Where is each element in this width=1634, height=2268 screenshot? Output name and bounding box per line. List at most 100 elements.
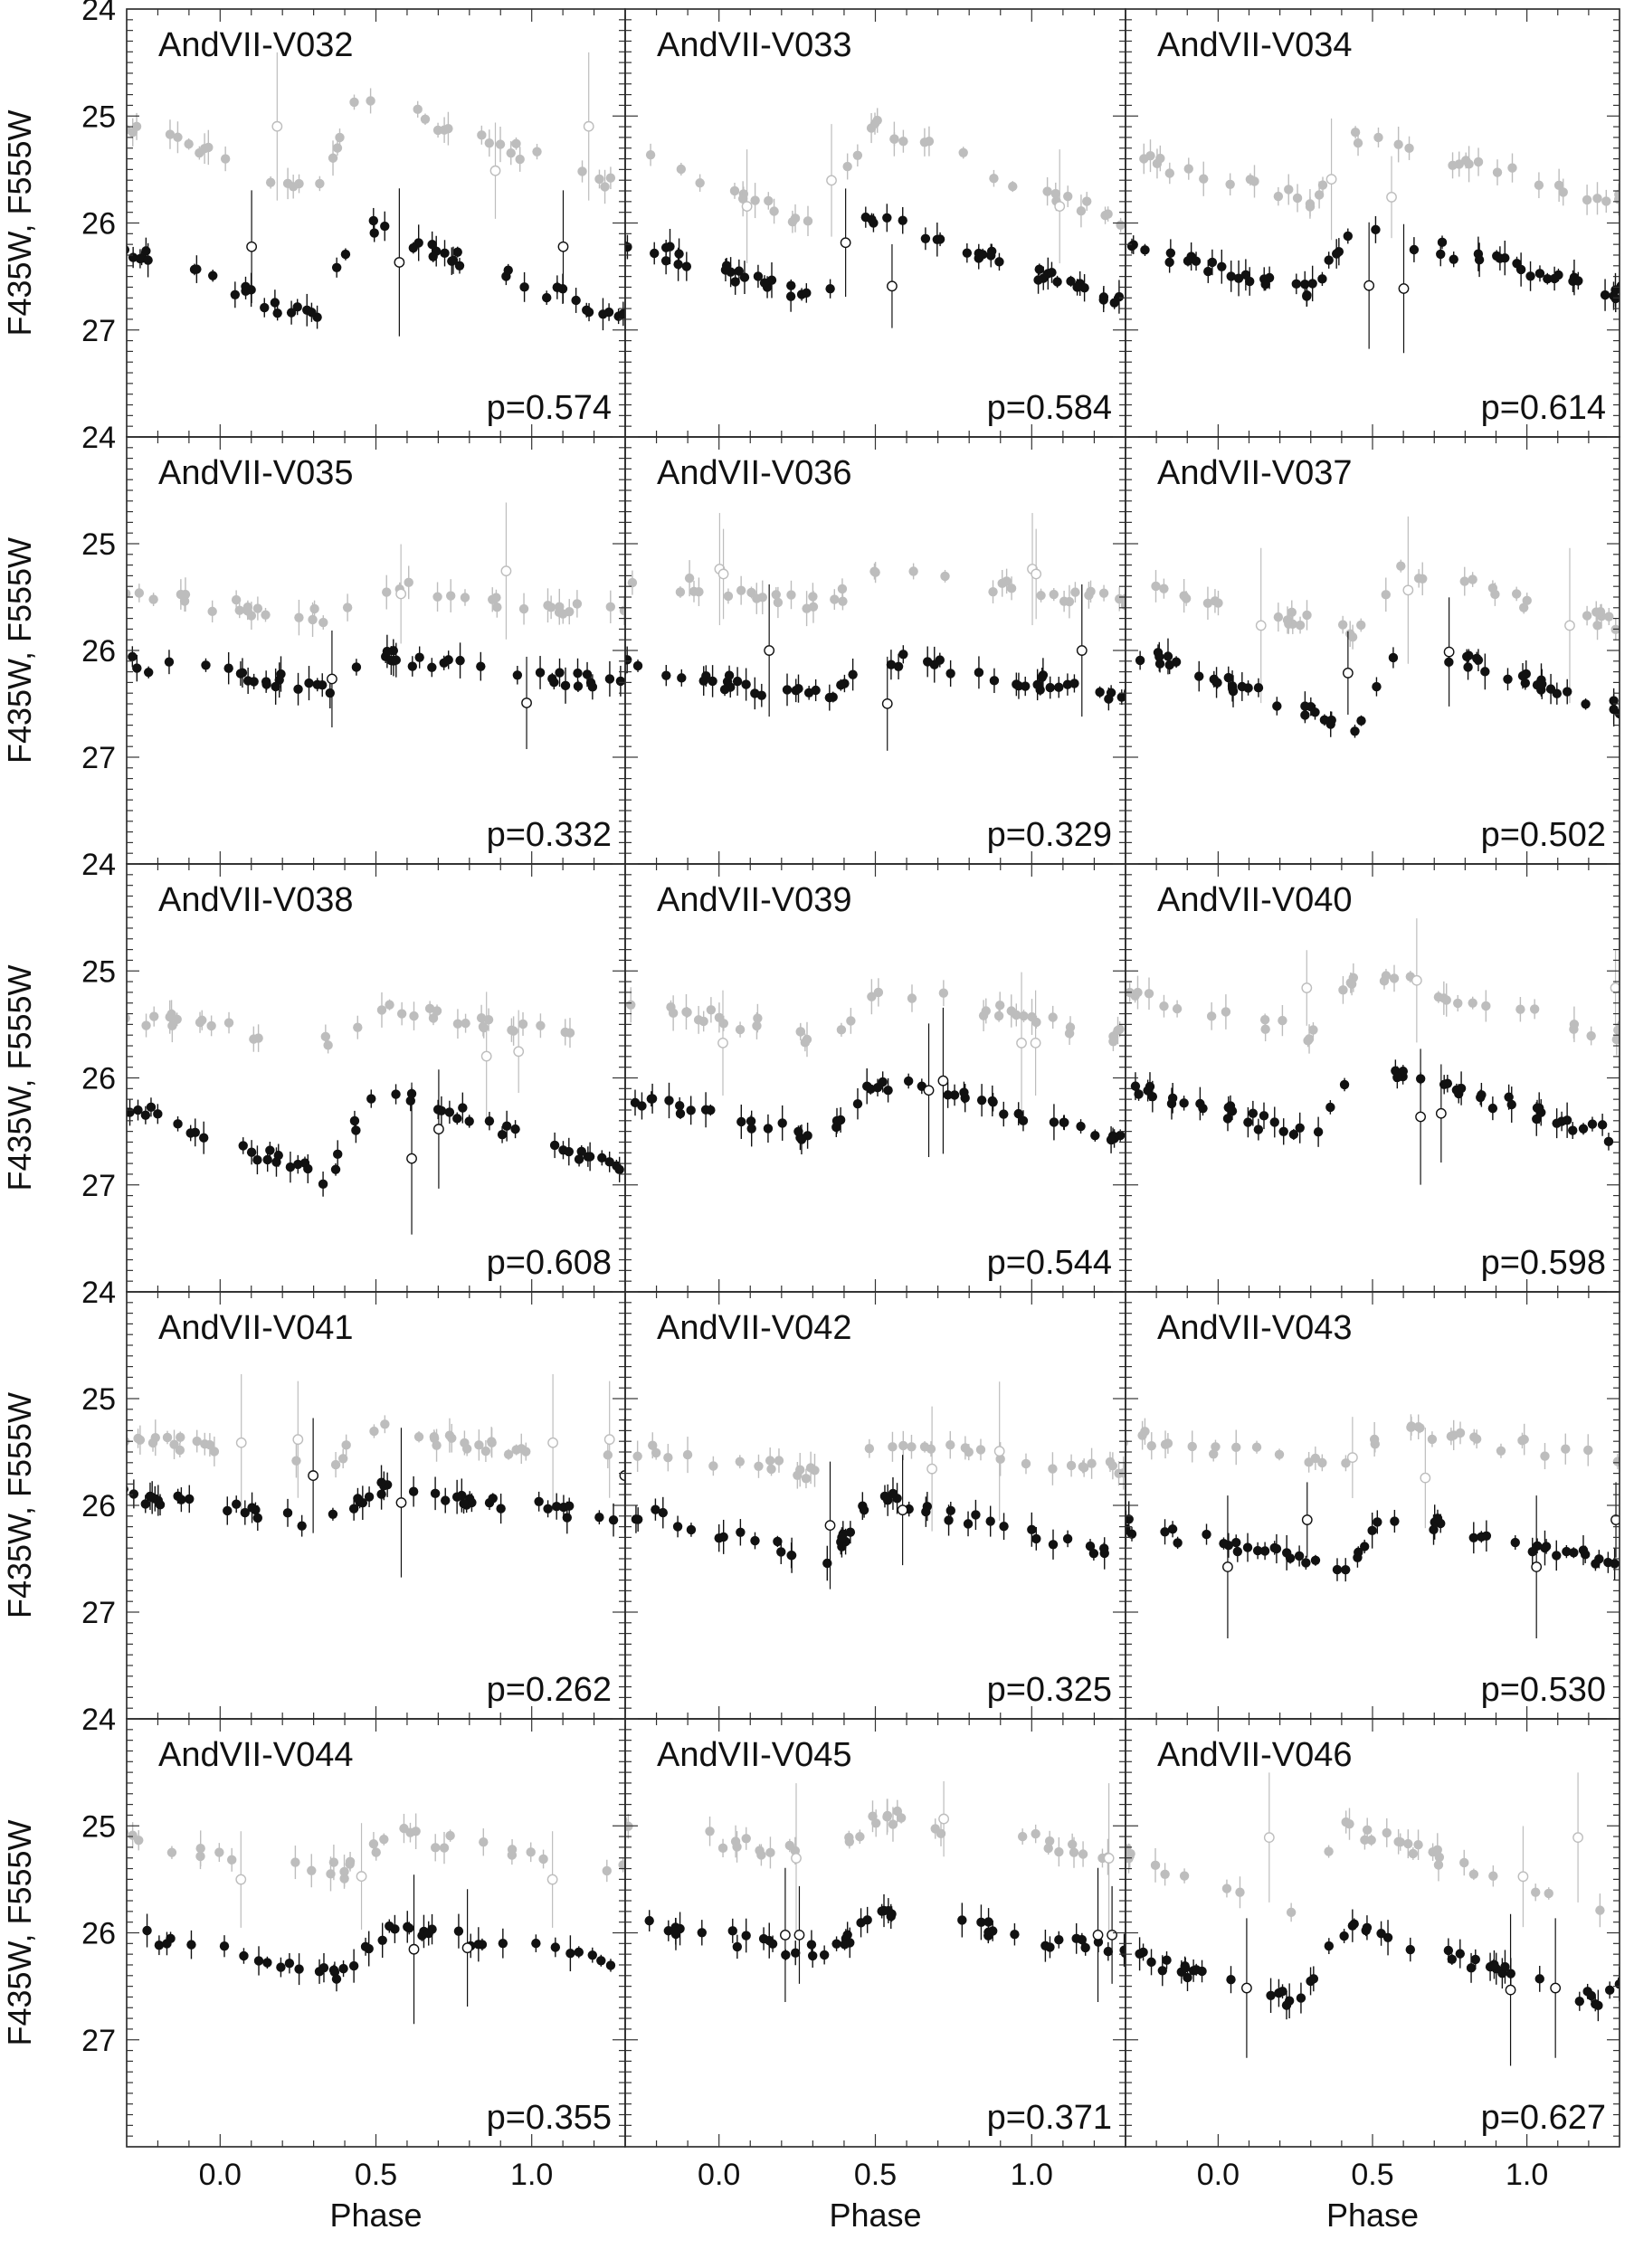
- f555w-point: [282, 1508, 293, 1518]
- f555w-point: [1442, 1078, 1453, 1088]
- f435w-point: [1341, 1458, 1351, 1468]
- f435w-point: [888, 1819, 898, 1829]
- f555w-point: [1165, 248, 1176, 258]
- uncertain-point: [1420, 1472, 1431, 1484]
- f435w-point: [1199, 174, 1209, 184]
- f435w-point: [981, 1006, 991, 1016]
- f555w-point: [597, 1153, 607, 1163]
- panel-frame: [1125, 436, 1620, 865]
- f435w-point: [1389, 973, 1400, 983]
- uncertain-point: [764, 645, 775, 656]
- f435w-point: [1126, 1843, 1129, 1853]
- f435w-point: [907, 1442, 917, 1452]
- f435w-point: [517, 1444, 527, 1454]
- f555w-point: [887, 1909, 897, 1919]
- f555w-point: [943, 1090, 953, 1100]
- f435w-point: [484, 138, 495, 148]
- uncertain-point: [937, 1075, 949, 1087]
- f555w-point: [1574, 1997, 1585, 2007]
- f435w-point: [424, 1003, 435, 1014]
- f555w-point: [1032, 679, 1042, 690]
- f435w-point: [866, 123, 877, 133]
- x-tick-label: 0.0: [698, 2158, 740, 2192]
- panel-data: [631, 1381, 1126, 1589]
- f435w-point: [460, 593, 470, 603]
- f435w-point: [1179, 1871, 1190, 1881]
- f555w-point: [293, 1159, 303, 1170]
- f555w-point: [632, 660, 643, 671]
- f555w-point: [186, 1940, 196, 1950]
- f555w-point: [404, 1923, 414, 1933]
- f435w-point: [676, 164, 687, 175]
- panel-data: [1126, 918, 1620, 1185]
- f555w-point: [284, 1958, 295, 1969]
- panel-frame: [624, 436, 1126, 865]
- f555w-point: [1382, 1932, 1393, 1942]
- f435w-point: [231, 594, 242, 605]
- f435w-point: [1540, 1451, 1550, 1461]
- f435w-point: [1522, 595, 1532, 606]
- f435w-point: [127, 1013, 130, 1023]
- f555w-point: [1069, 679, 1079, 688]
- f435w-point: [288, 182, 299, 192]
- f435w-point: [1468, 574, 1477, 584]
- f555w-point: [977, 250, 988, 260]
- f555w-point: [963, 1519, 974, 1529]
- f555w-point: [423, 1928, 433, 1939]
- uncertain-point: [1325, 174, 1337, 185]
- f555w-point: [1500, 252, 1510, 263]
- f435w-point: [141, 1020, 151, 1030]
- f555w-point: [665, 242, 675, 251]
- f435w-point: [766, 1464, 776, 1475]
- uncertain-point: [993, 1446, 1005, 1457]
- uncertain-point: [1031, 568, 1042, 580]
- f555w-point: [510, 1124, 520, 1134]
- f435w-point: [261, 610, 271, 620]
- f435w-point: [1070, 587, 1080, 597]
- panel-andvii-v042: AndVII-V042 p=0.325: [624, 1291, 1126, 1720]
- f555w-point: [473, 1940, 484, 1950]
- panel-title: AndVII-V042: [657, 1309, 851, 1347]
- f555w-point: [562, 1513, 572, 1523]
- f435w-point: [1314, 190, 1325, 200]
- f555w-point: [1076, 1121, 1086, 1132]
- f555w-point: [736, 1527, 746, 1537]
- uncertain-point: [1610, 982, 1620, 993]
- f435w-point: [429, 1433, 440, 1444]
- f555w-point: [1080, 1942, 1090, 1953]
- x-tick-label: 1.0: [510, 2158, 553, 2192]
- f435w-point: [1471, 1434, 1482, 1444]
- f435w-point: [1069, 1847, 1079, 1857]
- f435w-point: [771, 590, 781, 600]
- f555w-point: [1242, 1542, 1253, 1552]
- f435w-point: [741, 1834, 751, 1844]
- f555w-point: [976, 1917, 986, 1928]
- uncertain-point: [1301, 1514, 1313, 1525]
- f555w-point: [1317, 274, 1327, 284]
- x-tick-label: 0.0: [199, 2158, 242, 2192]
- f435w-point: [1529, 1004, 1540, 1014]
- f435w-point: [1059, 596, 1069, 606]
- f555w-point: [626, 1971, 635, 1980]
- f435w-point: [1396, 561, 1406, 571]
- f555w-point: [501, 1121, 512, 1131]
- f555w-point: [750, 1535, 760, 1546]
- f555w-point: [1600, 289, 1610, 300]
- f555w-point: [1308, 1974, 1319, 1984]
- f435w-point: [1582, 195, 1592, 205]
- f555w-point: [1294, 1551, 1305, 1561]
- f435w-point: [432, 592, 442, 602]
- f435w-point: [439, 1843, 450, 1853]
- f555w-point: [1037, 672, 1047, 682]
- uncertain-point: [1346, 1452, 1358, 1463]
- f555w-point: [1359, 1542, 1370, 1552]
- f555w-point: [605, 1960, 616, 1970]
- f435w-point: [291, 1456, 301, 1466]
- f435w-point: [693, 1015, 704, 1025]
- f555w-point: [811, 685, 821, 696]
- f435w-point: [1286, 1907, 1297, 1918]
- f555w-point: [677, 673, 687, 683]
- uncertain-point: [1103, 1853, 1115, 1864]
- f555w-point: [1223, 1102, 1233, 1113]
- uncertain-point: [1016, 1038, 1027, 1049]
